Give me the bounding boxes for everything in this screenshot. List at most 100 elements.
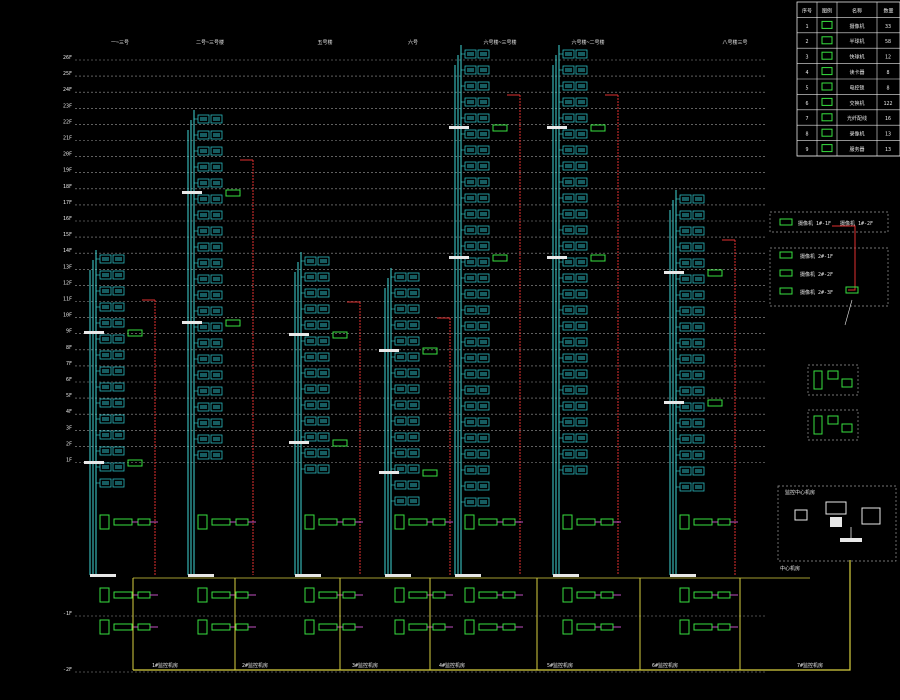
camera-box	[692, 338, 705, 348]
camera-fill	[480, 52, 487, 56]
legend-name: 电控锁	[849, 84, 864, 91]
floor-label: 14F	[63, 248, 72, 254]
camera-fill	[213, 245, 220, 249]
camera-fill	[578, 212, 585, 216]
camera-fill	[410, 355, 417, 359]
camera-box	[407, 336, 420, 346]
camera-box	[575, 49, 588, 59]
camera-box	[575, 465, 588, 475]
camera-fill	[695, 341, 702, 345]
camera-fill	[467, 276, 474, 280]
camera-box	[575, 81, 588, 91]
camera-fill	[320, 291, 327, 295]
camera-box	[317, 272, 330, 282]
switch-box	[342, 591, 356, 599]
nvr-box	[197, 587, 208, 603]
camera-fill	[320, 259, 327, 263]
core-switch	[840, 538, 862, 542]
camera-fill	[682, 485, 689, 489]
switch-box	[717, 623, 731, 631]
camera-fill	[695, 293, 702, 297]
switch-box	[318, 591, 338, 599]
camera-fill	[578, 308, 585, 312]
camera-fill	[467, 484, 474, 488]
camera-fill	[213, 229, 220, 233]
camera-fill	[578, 356, 585, 360]
switch-icon	[845, 286, 859, 294]
camera-fill	[320, 467, 327, 471]
camera-box	[317, 304, 330, 314]
camera-fill	[102, 337, 109, 341]
camera-box	[477, 241, 490, 251]
camera-fill	[115, 433, 122, 437]
camera-fill	[213, 309, 220, 313]
switch-box	[717, 591, 731, 599]
camera-fill	[102, 289, 109, 293]
camera-box	[112, 350, 125, 360]
fiber-bar	[379, 349, 399, 352]
camera-fill	[480, 468, 487, 472]
camera-fill	[480, 436, 487, 440]
floor-label: 18F	[63, 184, 72, 190]
camera-fill	[410, 451, 417, 455]
floor-label: 3F	[66, 425, 72, 431]
camera-fill	[467, 52, 474, 56]
switch-box	[113, 623, 133, 631]
camera-fill	[307, 371, 314, 375]
camera-fill	[213, 389, 220, 393]
camera-box	[210, 338, 223, 348]
camera-fill	[102, 385, 109, 389]
camera-fill	[200, 357, 207, 361]
floor-label: 5F	[66, 393, 72, 399]
camera-fill	[102, 465, 109, 469]
camera-fill	[397, 323, 404, 327]
basement-equipment	[197, 514, 256, 635]
legend-name: 快球机	[849, 54, 864, 61]
camera-box	[692, 370, 705, 380]
room-label: 2#监控机房	[242, 662, 268, 669]
camera-fill	[695, 277, 702, 281]
camera-fill	[213, 197, 220, 201]
camera-box	[112, 318, 125, 328]
camera-fill	[102, 433, 109, 437]
camera-fill	[467, 468, 474, 472]
camera-fill	[682, 469, 689, 473]
camera-box	[317, 448, 330, 458]
floor-label: 4F	[66, 409, 72, 415]
nvr-icon	[821, 128, 833, 137]
camera-fill	[578, 180, 585, 184]
camera-fill	[565, 436, 572, 440]
camera-icon	[779, 269, 793, 277]
camera-fill	[102, 305, 109, 309]
camera-fill	[578, 468, 585, 472]
camera-fill	[467, 308, 474, 312]
camera-box	[317, 432, 330, 442]
basement-equipment	[464, 514, 523, 635]
legend-header: 名称	[852, 7, 862, 14]
camera-fill	[682, 437, 689, 441]
camera-fill	[200, 165, 207, 169]
basement-equipment	[394, 514, 453, 635]
camera-box	[317, 464, 330, 474]
camera-box	[317, 288, 330, 298]
camera-box	[112, 334, 125, 344]
camera-fill	[578, 116, 585, 120]
legend-header: 图例	[822, 7, 832, 14]
camera-fill	[320, 307, 327, 311]
bottom-labels: 1#监控机房 2#监控机房 3#监控机房 4#监控机房 5#监控机房 6#监控机房 7#监控…	[152, 662, 823, 669]
camera-fill	[115, 337, 122, 341]
fiber-bar	[289, 441, 309, 444]
floor-label: 22F	[63, 119, 72, 125]
camera-fill	[320, 371, 327, 375]
nvr-box	[99, 587, 110, 603]
camera-fill	[467, 388, 474, 392]
basement-bar	[553, 574, 579, 577]
floor-label: 10F	[63, 313, 72, 319]
camera-icon	[779, 218, 793, 226]
switch-box	[432, 591, 446, 599]
legend-name: 服务器	[849, 146, 864, 153]
camera-box	[477, 481, 490, 491]
camera-fill	[565, 100, 572, 104]
camera-box	[317, 384, 330, 394]
